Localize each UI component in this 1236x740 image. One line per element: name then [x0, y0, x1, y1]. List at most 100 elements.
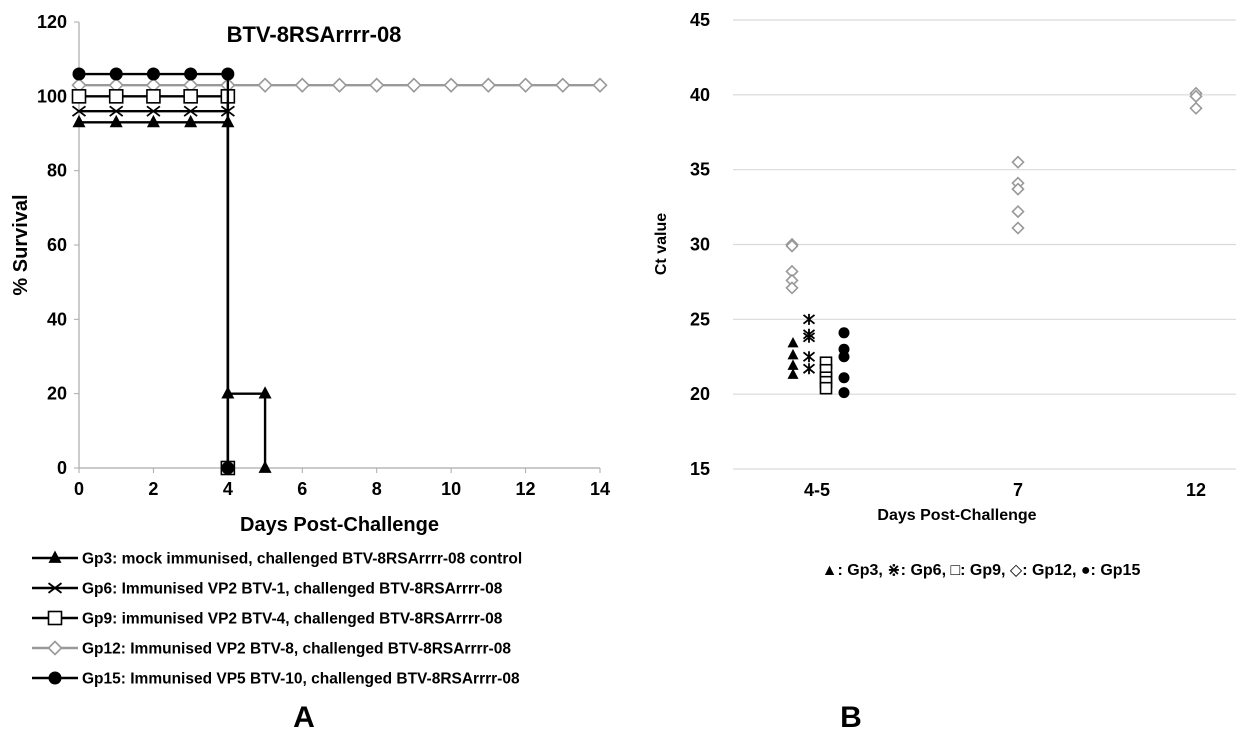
- x-tick-label: 2: [148, 479, 158, 499]
- data-point: [592, 77, 608, 93]
- data-point: [802, 363, 816, 375]
- data-point: [802, 351, 816, 363]
- data-point: [221, 67, 235, 81]
- data-point: [184, 114, 198, 128]
- data-point: [369, 77, 385, 93]
- y-tick-label: 45: [690, 10, 710, 30]
- data-point: [1011, 182, 1025, 196]
- legend-marker: [47, 640, 63, 656]
- data-point: [1011, 221, 1025, 235]
- data-point: [331, 77, 348, 93]
- x-tick-label: 4-5: [804, 480, 830, 500]
- data-point: [819, 381, 833, 395]
- x-tick-label: 12: [516, 479, 536, 499]
- x-axis-title: Days Post-Challenge: [240, 514, 439, 536]
- x-tick-label: 0: [74, 479, 84, 499]
- legend-label: Gp6: Immunised VP2 BTV-1, challenged BTV…: [82, 581, 503, 598]
- data-point: [183, 105, 198, 117]
- data-point: [787, 359, 799, 370]
- data-point: [787, 368, 799, 379]
- legend-label: Gp15: Immunised VP5 BTV-10, challenged B…: [82, 671, 520, 688]
- data-point: [146, 105, 161, 117]
- data-point: [146, 89, 161, 104]
- x-axis-title: Days Post-Challenge: [877, 507, 1036, 524]
- data-point: [517, 77, 534, 93]
- data-point: [838, 387, 850, 399]
- data-point: [1011, 155, 1025, 169]
- data-point: [294, 77, 310, 93]
- survival-chart: 0 20 40 60 80 100 120 0 2 4 6 8 10 12 14 Days Post-Chal…: [10, 12, 610, 536]
- data-point: [802, 331, 816, 343]
- x-tick-label: 14: [590, 479, 610, 499]
- y-tick-label: 25: [690, 309, 710, 329]
- data-point: [785, 239, 799, 253]
- data-point: [555, 77, 571, 93]
- data-point: [109, 67, 123, 81]
- data-point: [1189, 101, 1203, 115]
- y-tick-label: 100: [37, 86, 67, 106]
- ct-value-chart: 15 20 25 30 35 40 45 4-5 7 12 Days Post-Challenge C…: [653, 10, 1236, 524]
- data-point: [406, 77, 422, 93]
- y-axis-title: Ct value: [653, 213, 670, 275]
- x-tick-label: 12: [1186, 480, 1206, 500]
- data-point: [443, 77, 459, 93]
- data-point: [108, 89, 124, 104]
- data-point: [787, 348, 799, 360]
- y-tick-label: 120: [37, 12, 67, 32]
- data-point: [183, 89, 198, 104]
- series-line: [79, 109, 230, 468]
- data-point: [802, 313, 816, 325]
- legend-label: Gp12: Immunised VP2 BTV-8, challenged BT…: [82, 641, 511, 658]
- x-tick-label: 8: [372, 479, 382, 499]
- data-point: [72, 114, 86, 128]
- panel-b-label: B: [840, 701, 862, 734]
- legend-label: Gp3: mock immunised, challenged BTV-8RSA…: [82, 551, 522, 568]
- y-axis-title: % Survival: [10, 194, 32, 295]
- series-line: [79, 72, 230, 468]
- data-point: [146, 67, 160, 81]
- legend-label: Gp9: immunised VP2 BTV-4, challenged BTV…: [82, 611, 503, 628]
- y-tick-label: 35: [690, 160, 710, 180]
- y-tick-label: 20: [47, 384, 67, 404]
- y-tick-label: 30: [690, 235, 710, 255]
- x-tick-label: 4: [223, 479, 233, 499]
- series-line: [79, 121, 267, 468]
- data-point: [838, 351, 850, 363]
- data-point: [838, 327, 850, 339]
- panel-a-label: A: [293, 701, 315, 734]
- y-tick-label: 0: [57, 458, 67, 478]
- data-point: [258, 460, 272, 473]
- y-tick-label: 40: [690, 85, 710, 105]
- data-point: [257, 77, 273, 93]
- data-point: [480, 77, 496, 93]
- data-point: [109, 105, 124, 117]
- data-point: [71, 89, 87, 104]
- data-point: [72, 67, 86, 81]
- data-point: [785, 281, 799, 295]
- legend-marker: [48, 550, 62, 563]
- legend-marker: [48, 671, 62, 685]
- data-point: [109, 114, 123, 128]
- legend-marker: [47, 582, 63, 594]
- data-point: [184, 67, 198, 81]
- chart-title: BTV-8RSArrrr-08: [227, 22, 402, 47]
- y-tick-label: 80: [47, 161, 67, 181]
- data-point: [787, 336, 799, 348]
- data-point: [838, 372, 850, 384]
- x-tick-label: 10: [441, 479, 461, 499]
- survival-legend: Gp3: mock immunised, challenged BTV-8RSA…: [32, 551, 522, 688]
- data-point: [258, 386, 272, 399]
- x-tick-label: 7: [1013, 480, 1023, 500]
- data-point: [221, 461, 235, 475]
- legend-b-text: ▲: Gp3, ⋇: Gp6, □: Gp9, ◇: Gp12, ●: Gp15: [822, 562, 1141, 579]
- y-tick-label: 60: [47, 235, 67, 255]
- y-tick-label: 20: [690, 384, 710, 404]
- data-point: [1011, 204, 1025, 219]
- data-point: [71, 105, 87, 117]
- series-line: [79, 95, 230, 468]
- y-tick-label: 15: [690, 459, 710, 479]
- y-tick-label: 40: [47, 309, 67, 329]
- legend-marker: [47, 610, 63, 626]
- x-tick-label: 6: [297, 479, 307, 499]
